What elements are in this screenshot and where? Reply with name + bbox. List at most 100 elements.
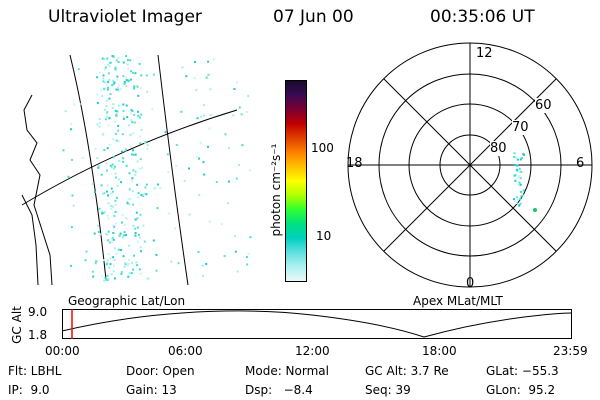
emission-dot: [118, 159, 121, 162]
emission-dot: [131, 261, 134, 264]
emission-dot: [520, 190, 523, 193]
emission-dot: [112, 79, 114, 82]
emission-dot: [143, 240, 146, 243]
emission-dot: [112, 224, 115, 227]
emission-dot: [105, 169, 108, 172]
geographic-map: [21, 54, 252, 286]
emission-dot: [104, 108, 106, 111]
emission-dot: [223, 255, 226, 257]
emission-dot: [93, 232, 96, 235]
emission-dot: [129, 59, 132, 62]
instrument-title: Ultraviolet Imager: [48, 7, 202, 27]
emission-dot: [203, 173, 206, 176]
emission-dot: [106, 99, 109, 102]
emission-dot: [108, 78, 111, 81]
emission-dot: [133, 87, 136, 90]
emission-dot: [103, 211, 106, 213]
emission-dot: [120, 249, 122, 251]
emission-dot: [113, 247, 116, 250]
emission-dot: [110, 166, 113, 169]
emission-dot: [188, 213, 191, 216]
emission-dot: [122, 61, 125, 64]
emission-dot: [108, 97, 111, 100]
emission-dot: [102, 80, 105, 83]
emission-dot: [125, 55, 128, 58]
emission-dot: [102, 192, 105, 195]
emission-dot: [134, 234, 137, 237]
emission-dot: [111, 163, 114, 166]
emission-dot: [111, 241, 114, 244]
emission-dot: [115, 139, 118, 142]
emission-dot: [117, 129, 120, 132]
emission-dot: [209, 88, 212, 91]
emission-dot: [128, 203, 131, 206]
emission-dot: [123, 265, 126, 268]
emission-dot: [124, 263, 127, 266]
emission-dot: [70, 226, 73, 229]
emission-dot: [123, 231, 126, 234]
emission-dot: [107, 278, 110, 280]
emission-dot: [117, 124, 120, 127]
emission-dot: [522, 194, 525, 197]
emission-dot: [71, 158, 73, 161]
emission-dot: [102, 212, 105, 214]
emission-dot: [114, 172, 117, 175]
emission-dot: [133, 121, 136, 124]
emission-dot: [522, 189, 525, 192]
emission-dot: [102, 77, 105, 80]
emission-dot: [114, 109, 117, 112]
emission-dot: [122, 75, 125, 78]
emission-dot: [513, 163, 516, 166]
emission-dot: [136, 217, 139, 220]
emission-dot: [117, 104, 120, 107]
emission-dot: [121, 221, 123, 224]
door-status: Door: Open: [126, 364, 195, 378]
emission-dot: [136, 85, 139, 88]
ip-status: IP: 9.0: [8, 383, 50, 397]
emission-dot: [100, 275, 103, 278]
emission-dot: [94, 191, 96, 194]
emission-dot: [215, 181, 218, 184]
emission-dot: [121, 133, 124, 136]
emission-dot: [142, 195, 145, 197]
emission-dot: [107, 124, 110, 127]
emission-dot: [201, 264, 204, 267]
emission-dot: [115, 59, 118, 62]
emission-dot: [200, 115, 203, 118]
emission-dot: [128, 258, 131, 261]
emission-dot: [126, 116, 129, 119]
emission-dot: [168, 212, 171, 215]
emission-dot: [108, 266, 111, 269]
emission-dot: [119, 232, 122, 235]
emission-dot: [132, 153, 135, 156]
emission-dot: [139, 246, 142, 249]
emission-dot: [140, 194, 143, 196]
emission-dot: [183, 179, 186, 182]
altitude-y-label: GC Alt: [10, 306, 24, 344]
emission-dot: [110, 187, 113, 190]
altitude-timeline: [61, 309, 573, 339]
mlat-label-60: 60: [535, 98, 552, 113]
emission-dot: [240, 113, 243, 116]
emission-dot: [136, 240, 139, 243]
emission-dot: [140, 272, 142, 275]
emission-dot: [518, 204, 521, 207]
emission-dot: [146, 90, 149, 93]
emission-dot: [96, 123, 99, 126]
emission-dot: [127, 203, 129, 206]
emission-dot: [101, 57, 104, 60]
emission-dot: [119, 87, 122, 90]
emission-dot: [115, 88, 118, 91]
emission-dot: [71, 194, 74, 197]
geographic-panel-label: Geographic Lat/Lon: [68, 294, 186, 308]
emission-dot: [127, 67, 130, 70]
emission-dot: [518, 181, 521, 184]
emission-dot: [114, 210, 117, 213]
emission-dot: [232, 114, 235, 117]
emission-dot: [92, 270, 94, 273]
emission-dot: [106, 190, 108, 193]
emission-dot: [138, 268, 141, 271]
emission-dot: [85, 250, 88, 253]
emission-dot: [123, 223, 126, 226]
emission-dot: [107, 194, 109, 197]
